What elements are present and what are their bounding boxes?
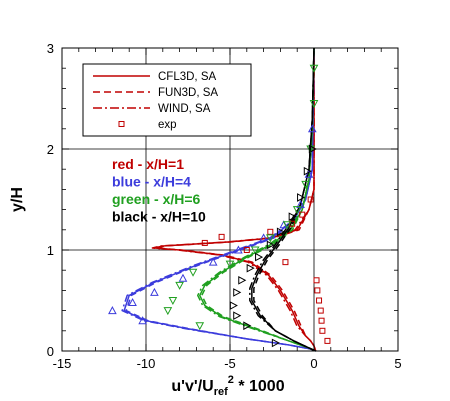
data-point xyxy=(238,275,247,285)
y-axis-label: y/H xyxy=(9,187,26,212)
data-point xyxy=(282,259,289,266)
data-point xyxy=(233,311,242,320)
data-point xyxy=(163,307,173,316)
series-line-xH4-1 xyxy=(125,47,316,352)
annotation-label: green - x/H=6 xyxy=(112,191,201,207)
data-point xyxy=(208,257,218,266)
data-point xyxy=(108,306,117,315)
data-point xyxy=(233,288,242,297)
x-axis-label: u'v'/Uref2 * 1000 xyxy=(171,374,284,398)
data-point xyxy=(266,240,275,250)
y-tick-label: 3 xyxy=(47,41,54,56)
series-line-xH6-1 xyxy=(201,47,316,352)
x-tick-label: 5 xyxy=(394,356,401,371)
data-point xyxy=(265,234,275,243)
data-point xyxy=(178,273,188,282)
data-point xyxy=(307,124,317,133)
data-point xyxy=(225,260,235,269)
data-point xyxy=(150,287,159,296)
data-point xyxy=(243,247,250,253)
series-line-xH10-1 xyxy=(253,47,316,352)
y-tick-label: 1 xyxy=(47,243,54,258)
legend: CFL3D, SA FUN3D, SA WIND, SA exp xyxy=(82,63,252,137)
data-point xyxy=(276,227,285,237)
data-point xyxy=(297,193,306,202)
data-point xyxy=(229,301,238,310)
data-point xyxy=(218,233,225,240)
annotation-label: red - x/H=1 xyxy=(112,156,184,172)
data-point xyxy=(234,245,243,254)
data-point xyxy=(309,64,319,73)
data-point xyxy=(138,316,147,325)
data-point xyxy=(246,263,255,273)
data-point xyxy=(243,321,252,331)
x-tick-label: 0 xyxy=(310,356,317,371)
x-tick-label: -15 xyxy=(53,356,72,371)
data-point xyxy=(288,212,297,222)
data-point xyxy=(308,144,317,154)
axis-labels: u'v'/Uref2 * 1000 y/H xyxy=(9,187,285,398)
data-point xyxy=(304,169,314,178)
data-point xyxy=(299,211,306,218)
data-point xyxy=(271,338,280,348)
ticks: -15 -10 -5 0 5 0 1 2 3 xyxy=(47,41,402,371)
data-point xyxy=(168,297,178,306)
data-point xyxy=(324,337,331,344)
data-point xyxy=(267,228,274,235)
legend-label: exp xyxy=(158,119,177,131)
data-point xyxy=(317,307,324,314)
data-point xyxy=(307,196,314,203)
y-tick-label: 2 xyxy=(47,142,54,157)
data-point xyxy=(259,233,268,242)
series-line-xH6-2 xyxy=(196,47,316,352)
annotation-label: black - x/H=10 xyxy=(112,209,206,225)
legend-label: WIND, SA xyxy=(158,103,211,115)
series-line-xH1-2 xyxy=(151,48,317,352)
data-point xyxy=(282,221,292,230)
legend-marker xyxy=(118,121,125,127)
series-line-xH4-2 xyxy=(121,47,316,352)
data-point xyxy=(195,322,205,331)
data-point xyxy=(309,100,319,109)
x-tick-label: -10 xyxy=(137,356,156,371)
data-point xyxy=(201,239,208,246)
data-point xyxy=(318,317,325,324)
data-point xyxy=(292,206,302,215)
data-point xyxy=(128,297,137,307)
data-point xyxy=(188,268,198,277)
data-point xyxy=(314,287,321,294)
data-point xyxy=(301,180,310,189)
data-point xyxy=(255,252,264,262)
data-point xyxy=(313,277,320,284)
legend-label: FUN3D, SA xyxy=(158,87,218,99)
annotation-label: blue - x/H=4 xyxy=(112,174,191,190)
data-point xyxy=(175,281,184,290)
marker-layer xyxy=(108,64,331,348)
y-tick-label: 0 xyxy=(47,344,54,359)
legend-label: CFL3D, SA xyxy=(158,71,216,83)
data-point xyxy=(303,166,312,176)
x-tick-label: -5 xyxy=(224,356,236,371)
data-point xyxy=(316,297,323,304)
data-point xyxy=(319,327,326,334)
data-point xyxy=(250,246,260,255)
